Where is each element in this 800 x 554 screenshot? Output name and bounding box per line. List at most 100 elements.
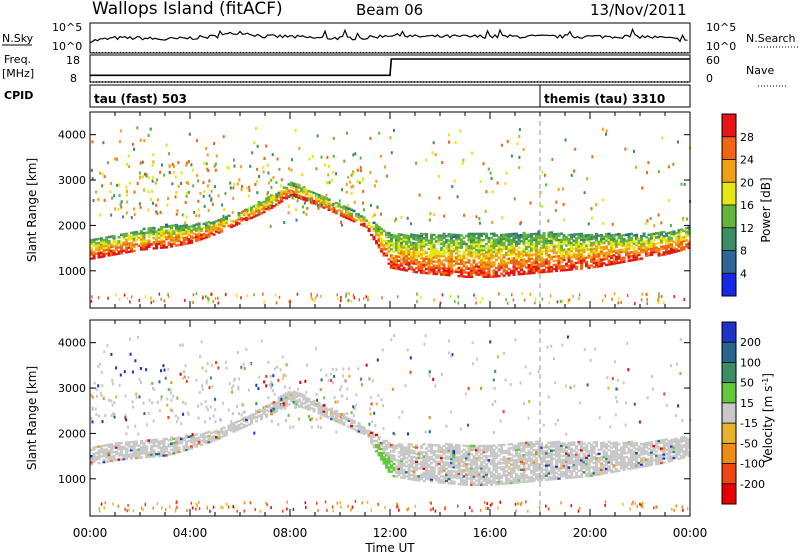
echo-cell — [517, 264, 521, 268]
echo-cell — [200, 229, 204, 233]
echo-cell — [597, 456, 601, 460]
echo-cell — [357, 422, 361, 425]
echo-cell — [645, 250, 649, 253]
echo-cell — [470, 269, 474, 272]
echo-cell — [570, 264, 574, 267]
echo-cell — [507, 249, 511, 252]
echo-cell — [450, 455, 454, 459]
echo-cell — [232, 426, 236, 429]
scatter-cell — [332, 154, 335, 158]
echo-cell — [505, 476, 509, 479]
echo-cell — [540, 260, 544, 264]
echo-cell — [525, 260, 529, 263]
echo-cell — [382, 441, 386, 445]
echo-cell — [507, 461, 511, 464]
echo-cell — [665, 242, 669, 246]
scatter-cell — [188, 191, 190, 194]
echo-cell — [107, 451, 111, 455]
echo-cell — [597, 448, 601, 451]
echo-cell — [430, 233, 434, 236]
echo-cell — [302, 198, 306, 201]
echo-cell — [405, 254, 409, 258]
echo-cell — [442, 232, 446, 236]
echo-cell — [525, 445, 529, 449]
echo-cell — [257, 209, 261, 212]
echo-cell — [167, 443, 171, 446]
echo-cell — [622, 446, 626, 449]
echo-cell — [562, 256, 566, 260]
echo-cell — [292, 190, 296, 194]
echo-cell — [610, 452, 614, 455]
echo-cell — [595, 263, 599, 266]
echo-cell — [377, 229, 381, 233]
echo-cell — [422, 245, 426, 248]
echo-cell — [397, 459, 401, 462]
scatter-cell — [482, 162, 485, 166]
echo-cell — [405, 263, 409, 266]
scatter-cell — [118, 183, 121, 187]
ground-cell — [288, 299, 290, 303]
echo-cell — [272, 407, 276, 410]
echo-cell — [492, 462, 496, 466]
echo-cell — [102, 452, 106, 456]
echo-cell — [107, 460, 111, 463]
echo-cell — [177, 440, 181, 443]
echo-cell — [492, 477, 496, 480]
echo-cell — [580, 265, 584, 268]
scatter-cell — [214, 168, 217, 172]
echo-cell — [90, 247, 94, 250]
echo-cell — [535, 265, 539, 268]
echo-cell — [475, 263, 479, 266]
echo-cell — [635, 242, 639, 245]
echo-cell — [477, 253, 481, 256]
echo-cell — [260, 415, 264, 419]
echo-cell — [495, 456, 499, 459]
echo-cell — [557, 446, 561, 450]
echo-cell — [187, 233, 191, 237]
echo-cell — [447, 457, 451, 460]
ground-cell — [613, 292, 616, 296]
echo-cell — [477, 265, 481, 268]
echo-cell — [565, 256, 569, 259]
ground-cell — [311, 297, 313, 301]
echo-cell — [335, 416, 339, 419]
ground-cell — [192, 293, 195, 297]
echo-cell — [90, 448, 94, 452]
echo-cell — [657, 250, 661, 253]
echo-cell — [160, 244, 164, 247]
echo-cell — [412, 256, 416, 259]
echo-cell — [505, 482, 509, 485]
echo-cell — [520, 272, 524, 276]
echo-cell — [607, 255, 611, 258]
echo-cell — [585, 460, 589, 463]
echo-cell — [675, 244, 679, 247]
echo-cell — [237, 218, 241, 221]
scatter-cell — [667, 165, 670, 169]
echo-cell — [495, 468, 499, 472]
echo-cell — [525, 254, 529, 257]
echo-cell — [150, 447, 154, 450]
echo-cell — [520, 258, 524, 261]
echo-cell — [325, 199, 329, 202]
scatter-cell — [341, 188, 344, 192]
echo-cell — [462, 471, 466, 474]
echo-cell — [272, 194, 276, 198]
echo-cell — [255, 208, 259, 211]
echo-cell — [387, 456, 391, 459]
echo-cell — [467, 238, 471, 242]
echo-cell — [467, 457, 471, 460]
echo-cell — [395, 263, 399, 266]
echo-cell — [567, 468, 571, 471]
echo-cell — [550, 467, 554, 471]
echo-cell — [140, 446, 144, 449]
echo-cell — [510, 253, 514, 256]
echo-cell — [402, 252, 406, 255]
scatter-cell — [489, 171, 492, 175]
echo-cell — [552, 457, 556, 460]
echo-cell — [620, 244, 624, 248]
colorbar-tick-label: 28 — [740, 131, 754, 144]
echo-cell — [567, 443, 571, 447]
echo-cell — [560, 475, 564, 478]
echo-cell — [480, 240, 484, 244]
echo-cell — [477, 238, 481, 242]
